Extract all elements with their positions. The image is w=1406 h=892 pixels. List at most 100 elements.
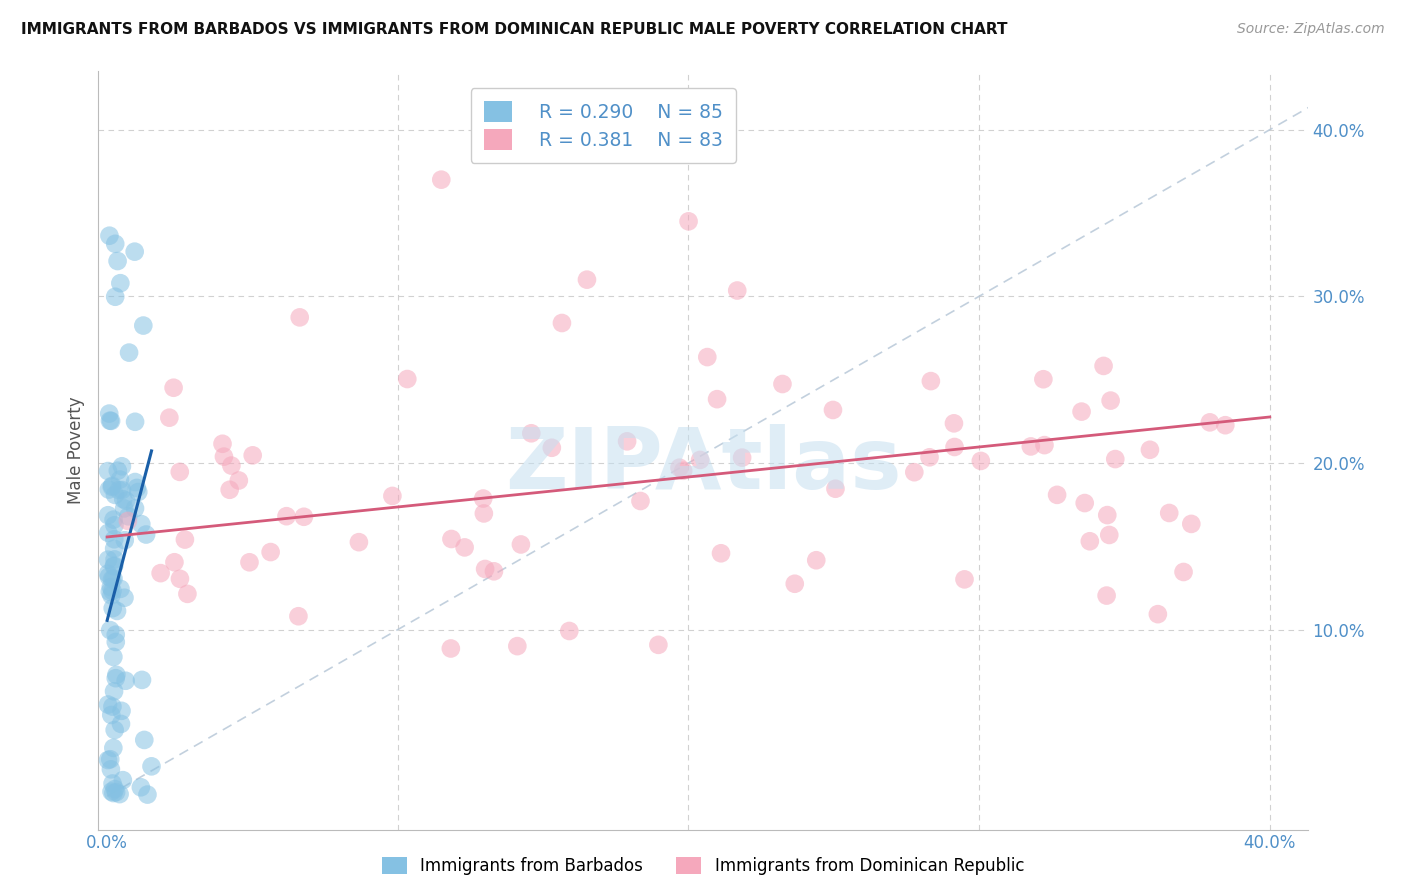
- Point: [1213, 418, 1236, 433]
- Point: [110, 717, 132, 731]
- Point: [381, 489, 404, 503]
- Point: [104, 671, 127, 685]
- Point: [710, 546, 733, 560]
- Point: [731, 450, 754, 465]
- Point: [287, 609, 309, 624]
- Point: [1095, 589, 1118, 603]
- Point: [238, 555, 260, 569]
- Point: [430, 172, 453, 186]
- Point: [472, 507, 495, 521]
- Point: [103, 518, 125, 533]
- Point: [440, 641, 463, 656]
- Point: [259, 545, 281, 559]
- Point: [104, 782, 127, 797]
- Point: [706, 392, 728, 406]
- Point: [1098, 528, 1121, 542]
- Point: [678, 214, 700, 228]
- Y-axis label: Male Poverty: Male Poverty: [67, 397, 86, 504]
- Point: [689, 453, 711, 467]
- Point: [97, 508, 120, 523]
- Point: [920, 374, 942, 388]
- Point: [616, 434, 638, 449]
- Point: [1070, 404, 1092, 418]
- Point: [509, 537, 531, 551]
- Point: [506, 639, 529, 653]
- Point: [134, 733, 156, 747]
- Point: [100, 762, 122, 776]
- Point: [100, 708, 122, 723]
- Point: [540, 441, 562, 455]
- Point: [132, 318, 155, 333]
- Point: [1046, 488, 1069, 502]
- Point: [100, 414, 122, 428]
- Text: IMMIGRANTS FROM BARBADOS VS IMMIGRANTS FROM DOMINICAN REPUBLIC MALE POVERTY CORR: IMMIGRANTS FROM BARBADOS VS IMMIGRANTS F…: [21, 22, 1008, 37]
- Point: [124, 475, 146, 489]
- Point: [115, 493, 138, 508]
- Point: [97, 552, 120, 566]
- Point: [111, 483, 134, 497]
- Point: [103, 533, 125, 547]
- Point: [97, 753, 120, 767]
- Point: [821, 403, 844, 417]
- Point: [696, 350, 718, 364]
- Point: [100, 588, 122, 602]
- Point: [103, 541, 125, 556]
- Point: [114, 673, 136, 688]
- Point: [221, 458, 243, 473]
- Point: [162, 381, 184, 395]
- Point: [135, 527, 157, 541]
- Point: [672, 464, 695, 478]
- Point: [103, 558, 125, 573]
- Point: [212, 450, 235, 464]
- Point: [101, 776, 124, 790]
- Point: [103, 649, 125, 664]
- Point: [1099, 393, 1122, 408]
- Point: [129, 517, 152, 532]
- Point: [1159, 506, 1181, 520]
- Point: [104, 723, 127, 737]
- Point: [218, 483, 240, 497]
- Point: [104, 236, 127, 251]
- Point: [97, 566, 120, 581]
- Point: [97, 483, 120, 497]
- Point: [806, 553, 828, 567]
- Point: [103, 684, 125, 698]
- Point: [1173, 565, 1195, 579]
- Point: [131, 673, 153, 687]
- Point: [97, 525, 120, 540]
- Point: [101, 572, 124, 586]
- Point: [124, 501, 146, 516]
- Text: ZIPAtlas: ZIPAtlas: [505, 424, 901, 508]
- Point: [1073, 496, 1095, 510]
- Point: [288, 310, 311, 325]
- Point: [725, 284, 748, 298]
- Point: [98, 228, 121, 243]
- Point: [1104, 452, 1126, 467]
- Point: [943, 440, 966, 454]
- Point: [111, 773, 134, 788]
- Point: [903, 465, 925, 479]
- Point: [101, 583, 124, 598]
- Point: [110, 276, 132, 290]
- Point: [474, 562, 496, 576]
- Point: [104, 628, 127, 642]
- Point: [105, 785, 128, 799]
- Point: [105, 668, 128, 682]
- Point: [101, 601, 124, 615]
- Point: [97, 569, 120, 583]
- Point: [1147, 607, 1170, 622]
- Point: [111, 459, 134, 474]
- Point: [98, 623, 121, 637]
- Point: [104, 635, 127, 649]
- Point: [117, 514, 139, 528]
- Point: [110, 704, 132, 718]
- Point: [1180, 516, 1202, 531]
- Point: [105, 604, 128, 618]
- Point: [103, 572, 125, 586]
- Point: [103, 740, 125, 755]
- Point: [114, 533, 136, 548]
- Point: [100, 580, 122, 594]
- Point: [276, 509, 298, 524]
- Point: [575, 273, 598, 287]
- Point: [124, 415, 146, 429]
